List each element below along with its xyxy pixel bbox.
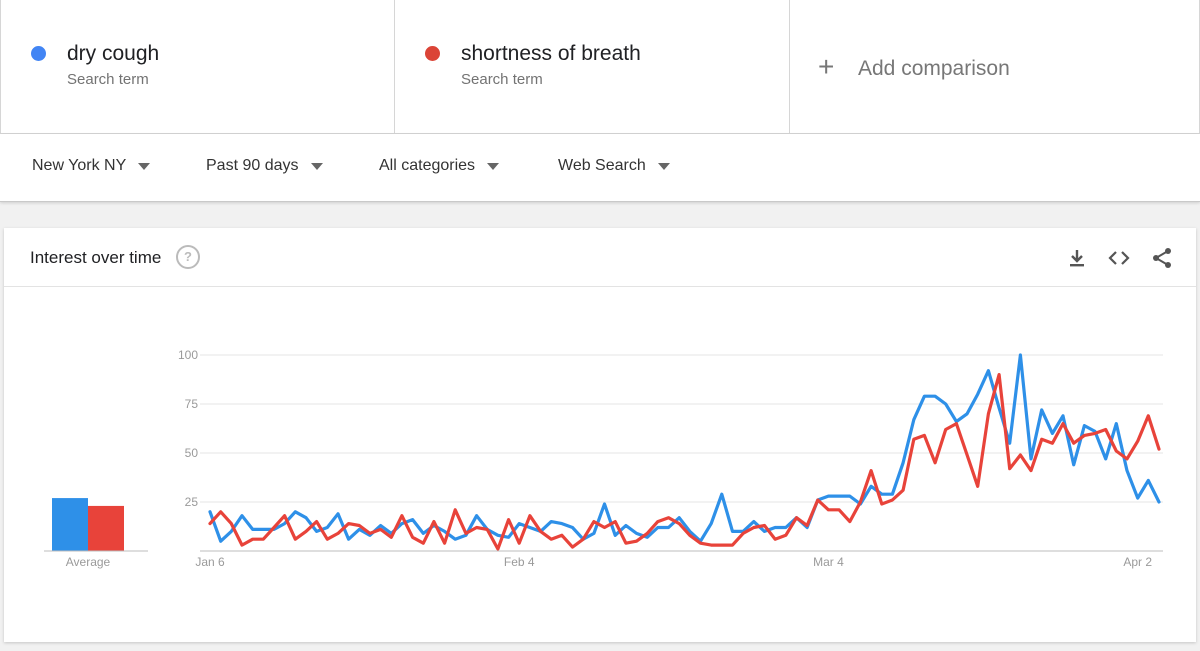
category-value: All categories [379, 157, 476, 174]
y-tick-label: 50 [185, 446, 199, 460]
series-line-1[interactable] [208, 353, 1161, 543]
interest-over-time-card: Interest over time ? 100 75 50 25 Jan 6 Feb … [4, 228, 1196, 642]
search-term-type: Search term [461, 71, 543, 88]
search-term-label[interactable]: shortness of breath [461, 42, 641, 65]
card-title: Interest over time [30, 248, 162, 267]
plus-icon: + [818, 51, 835, 82]
series-color-dot-1 [31, 46, 46, 61]
search-term-label[interactable]: dry cough [67, 42, 160, 65]
x-tick-label: Jan 6 [195, 555, 225, 569]
add-comparison-label: Add comparison [858, 57, 1010, 80]
y-axis-ticks: 100 75 50 25 [178, 348, 198, 509]
y-tick-label: 25 [185, 495, 199, 509]
average-bar-1[interactable] [52, 498, 88, 551]
chevron-down-icon [138, 162, 151, 170]
search-terms-bar: dry cough Search term shortness of breat… [0, 0, 1200, 134]
download-icon[interactable] [1065, 246, 1089, 270]
chart-series [208, 353, 1161, 551]
chevron-down-icon [657, 162, 670, 170]
region-dropdown[interactable]: New York NY [32, 157, 151, 175]
card-header: Interest over time ? [4, 228, 1196, 287]
embed-icon[interactable] [1107, 246, 1131, 270]
category-dropdown[interactable]: All categories [379, 157, 500, 175]
average-label: Average [66, 555, 111, 569]
time-range-dropdown[interactable]: Past 90 days [206, 157, 323, 175]
share-icon[interactable] [1150, 246, 1174, 270]
series-color-dot-2 [425, 46, 440, 61]
average-bar-2[interactable] [88, 505, 124, 551]
y-tick-label: 75 [185, 397, 199, 411]
search-type-value: Web Search [558, 157, 646, 174]
search-term-card-2[interactable]: shortness of breath Search term [395, 0, 790, 133]
x-tick-label: Mar 4 [813, 555, 844, 569]
time-range-value: Past 90 days [206, 157, 299, 174]
x-tick-label: Feb 4 [504, 555, 535, 569]
y-tick-label: 100 [178, 348, 198, 362]
filter-bar: New York NY Past 90 days All categories … [0, 134, 1200, 202]
chevron-down-icon [310, 162, 323, 170]
average-bars: Average [44, 498, 148, 569]
region-value: New York NY [32, 157, 127, 174]
help-icon[interactable]: ? [176, 245, 200, 269]
chart-grid [200, 354, 1163, 552]
search-term-type: Search term [67, 71, 149, 88]
x-axis-ticks: Jan 6 Feb 4 Mar 4 Apr 2 [195, 555, 1152, 569]
add-comparison-button[interactable]: + Add comparison [790, 0, 1200, 133]
chevron-down-icon [487, 162, 500, 170]
x-tick-label: Apr 2 [1123, 555, 1152, 569]
interest-chart: 100 75 50 25 Jan 6 Feb 4 Mar 4 Apr 2 Average [44, 348, 1163, 569]
series-line-2[interactable] [208, 372, 1161, 551]
search-type-dropdown[interactable]: Web Search [558, 157, 670, 175]
search-term-card-1[interactable]: dry cough Search term [0, 0, 395, 133]
